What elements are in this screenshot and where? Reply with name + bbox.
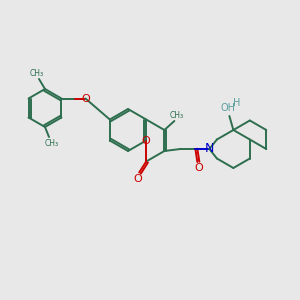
Text: CH₃: CH₃ <box>45 139 59 148</box>
Text: O: O <box>194 163 203 173</box>
Text: CH₃: CH₃ <box>30 68 44 77</box>
Text: O: O <box>81 94 90 103</box>
Text: OH: OH <box>221 103 236 113</box>
Text: H: H <box>233 98 240 108</box>
Text: O: O <box>142 136 151 146</box>
Text: CH₃: CH₃ <box>169 110 183 119</box>
Text: N: N <box>205 142 214 155</box>
Text: O: O <box>134 173 142 184</box>
